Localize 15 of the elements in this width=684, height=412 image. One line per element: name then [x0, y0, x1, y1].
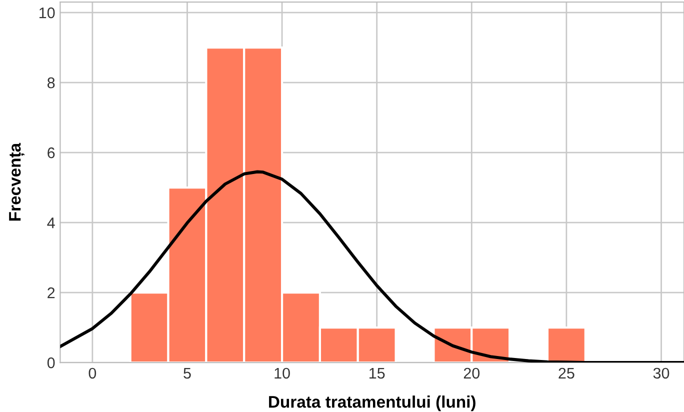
y-tick-label: 8 [48, 77, 55, 88]
y-tick-label: 0 [47, 357, 55, 368]
x-tick-label: 30 [653, 368, 670, 379]
x-tick-label: 10 [274, 368, 290, 379]
y-tick-label: 6 [48, 147, 55, 158]
x-tick-label: 0 [88, 368, 96, 379]
x-tick-label: 25 [558, 368, 574, 379]
y-tick-label: 4 [47, 218, 55, 228]
y-axis-title: Frecvența [9, 142, 24, 221]
x-tick-label: 20 [464, 368, 480, 379]
y-tick-label: 10 [40, 7, 55, 18]
x-tick-label: 15 [370, 368, 385, 379]
y-tick-label: 2 [48, 287, 55, 298]
x-tick-label: 5 [184, 368, 191, 379]
x-axis-title: Durata tratamentului (luni) [269, 396, 476, 412]
